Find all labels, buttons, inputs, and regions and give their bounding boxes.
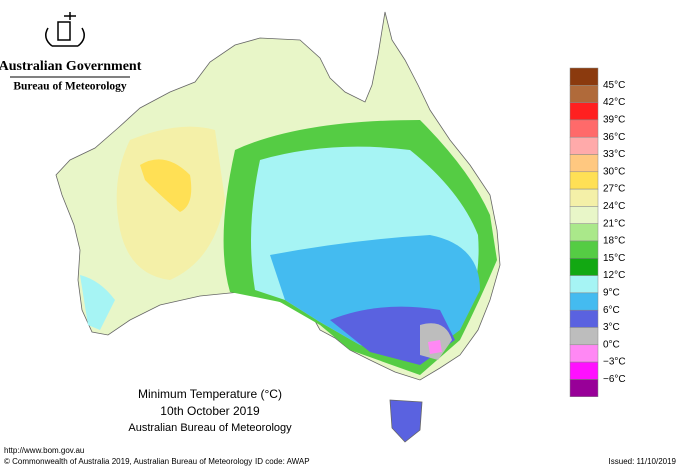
gov-title: Australian Government [0, 59, 142, 74]
legend-swatch [569, 344, 599, 363]
legend-label: 21°C [603, 218, 625, 229]
legend-label: 15°C [603, 253, 625, 264]
legend-swatch [569, 379, 599, 397]
issued: Issued: 11/10/2019 [609, 457, 677, 466]
map-source: Australian Bureau of Meteorology [128, 422, 292, 434]
legend-label: 36°C [603, 132, 625, 143]
legend-swatch [569, 119, 599, 138]
legend-swatch [569, 292, 599, 311]
map [55, 11, 501, 443]
legend-label: 0°C [603, 339, 620, 350]
legend-label: 45°C [603, 80, 625, 91]
legend-label: 6°C [603, 305, 620, 316]
legend-label: 30°C [603, 166, 625, 177]
map-date: 10th October 2019 [160, 404, 260, 418]
legend-label: 42°C [603, 97, 625, 108]
legend-label: 39°C [603, 115, 625, 126]
legend-label: 33°C [603, 149, 625, 160]
legend-swatch [569, 361, 599, 380]
legend: 45°C 42°C 39°C 36°C 33°C 30°C 27°C 24°C 21°C 18°C… [569, 67, 626, 397]
legend-label: 27°C [603, 184, 625, 195]
legend-label: −3°C [603, 357, 626, 368]
legend-swatch [569, 327, 599, 346]
legend-label: 12°C [603, 270, 625, 281]
url[interactable]: http://www.bom.gov.au [4, 446, 84, 455]
legend-label: 18°C [603, 236, 625, 247]
legend-swatch [569, 223, 599, 242]
legend-swatch [569, 188, 599, 207]
legend-swatch [569, 67, 599, 86]
legend-swatch [569, 154, 599, 173]
crest [45, 12, 85, 47]
legend-label: 9°C [603, 288, 620, 299]
legend-swatch [569, 309, 599, 328]
bureau-title: Bureau of Meteorology [13, 81, 127, 93]
legend-swatch [569, 258, 599, 276]
legend-label: 24°C [603, 201, 625, 212]
legend-swatch [569, 275, 599, 294]
legend-swatch [569, 206, 599, 224]
legend-swatch [569, 85, 599, 103]
copyright: © Commonwealth of Australia 2019, Austra… [4, 457, 252, 466]
map-title: Minimum Temperature (°C) [138, 387, 282, 401]
legend-label: 3°C [603, 322, 620, 333]
legend-label: −6°C [603, 374, 626, 385]
legend-swatch [569, 102, 599, 121]
legend-swatch [569, 136, 599, 155]
legend-swatch [569, 240, 599, 259]
id-code: ID code: AWAP [255, 457, 310, 466]
legend-swatch [569, 171, 599, 190]
